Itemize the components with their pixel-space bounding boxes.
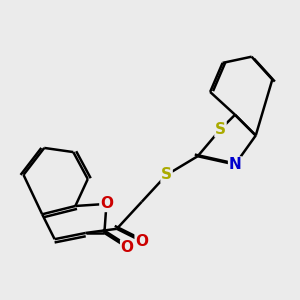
- Text: S: S: [215, 122, 226, 137]
- Text: N: N: [229, 157, 242, 172]
- Text: O: O: [121, 240, 134, 255]
- Text: O: O: [100, 196, 113, 211]
- Text: O: O: [135, 234, 148, 249]
- Text: S: S: [161, 167, 172, 182]
